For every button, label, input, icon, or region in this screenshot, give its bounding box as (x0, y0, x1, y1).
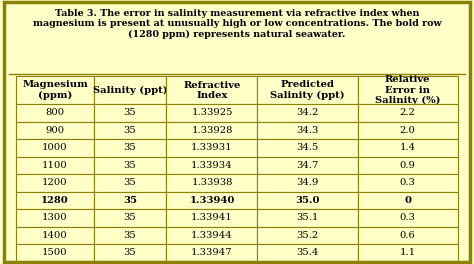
Text: Table 3. The error in salinity measurement via refractive index when
magnesium i: Table 3. The error in salinity measureme… (33, 9, 441, 39)
